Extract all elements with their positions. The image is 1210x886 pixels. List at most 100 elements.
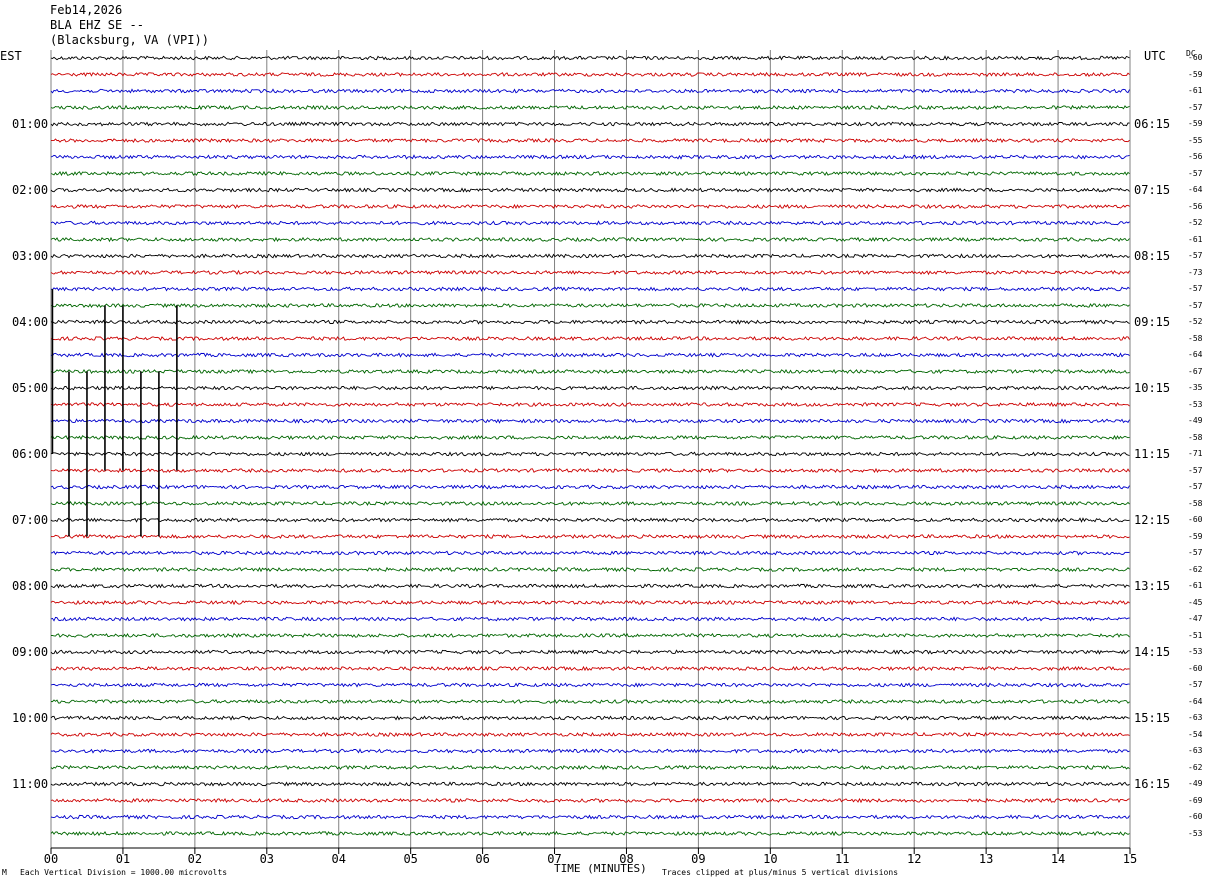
trace-45 — [50, 797, 1130, 804]
dc-offset-label: -60 — [1188, 515, 1203, 524]
dc-offset-label: -53 — [1188, 828, 1203, 838]
trace-32 — [50, 583, 1130, 589]
station-code: BLA EHZ SE -- — [50, 18, 144, 32]
trace-46 — [50, 814, 1130, 820]
dc-offset-label: -69 — [1188, 795, 1203, 805]
trace-26 — [50, 484, 1130, 490]
trace-3 — [50, 104, 1130, 111]
footer-mark: M — [2, 868, 7, 877]
trace-16 — [50, 319, 1130, 325]
left-hour-label: 08:00 — [12, 579, 49, 593]
dc-offset-label: -57 — [1188, 300, 1203, 310]
right-hour-label: 15:15 — [1134, 711, 1171, 725]
right-hour-label: 16:15 — [1134, 777, 1171, 791]
dc-offset-label: -52 — [1188, 317, 1203, 326]
x-tick-label-04: 04 — [332, 852, 346, 866]
x-tick-label-03: 03 — [260, 852, 274, 866]
dc-offset-label: -57 — [1188, 465, 1203, 475]
trace-31 — [50, 566, 1130, 573]
plot-date: Feb14,2026 — [50, 3, 123, 17]
dc-offset-label: -59 — [1188, 119, 1203, 128]
dc-offset-label: -49 — [1188, 779, 1203, 788]
x-tick-label-00: 00 — [44, 852, 58, 866]
trace-11 — [50, 236, 1130, 243]
dc-offset-label: -63 — [1188, 746, 1203, 755]
station-location: (Blacksburg, VA (VPI)) — [50, 33, 209, 47]
dc-offset-label: -53 — [1188, 399, 1203, 409]
left-hour-label: 06:00 — [12, 447, 49, 461]
x-tick-label-11: 11 — [835, 852, 849, 866]
trace-10 — [50, 220, 1130, 226]
dc-offset-label: -57 — [1188, 284, 1203, 293]
dc-offset-label: -35 — [1188, 383, 1203, 392]
right-hour-label: 11:15 — [1134, 447, 1171, 461]
right-hour-label: 09:15 — [1134, 315, 1171, 329]
trace-38 — [50, 682, 1130, 688]
trace-15 — [50, 302, 1130, 309]
trace-40 — [50, 715, 1130, 721]
trace-33 — [50, 599, 1130, 606]
trace-35 — [51, 632, 1130, 639]
left-timezone-label: EST — [0, 49, 22, 63]
dc-offset-label: -73 — [1188, 267, 1203, 277]
x-tick-label-10: 10 — [763, 852, 777, 866]
trace-25 — [50, 467, 1130, 474]
right-hour-label: 07:15 — [1134, 183, 1171, 197]
left-hour-label: 03:00 — [12, 249, 49, 263]
trace-27 — [50, 500, 1130, 507]
x-tick-label-14: 14 — [1051, 852, 1065, 866]
x-tick-label-07: 07 — [547, 852, 561, 866]
right-hour-label: 08:15 — [1134, 249, 1171, 263]
dc-header-label: DC — [1186, 49, 1196, 58]
trace-22 — [50, 418, 1130, 424]
trace-8 — [50, 187, 1130, 193]
trace-7 — [50, 170, 1130, 177]
dc-offset-label: -59 — [1188, 531, 1203, 541]
dc-offset-label: -56 — [1188, 201, 1203, 211]
left-hour-label: 10:00 — [12, 711, 49, 725]
dc-offset-label: -60 — [1188, 812, 1203, 821]
dc-offset-label: -54 — [1188, 729, 1203, 739]
left-hour-label: 05:00 — [12, 381, 49, 395]
x-tick-label-12: 12 — [907, 852, 921, 866]
trace-41 — [50, 731, 1130, 738]
dc-offset-label: -60 — [1188, 53, 1203, 62]
trace-39 — [50, 698, 1130, 705]
trace-21 — [50, 401, 1130, 408]
trace-30 — [50, 550, 1130, 556]
trace-0 — [50, 55, 1130, 61]
dc-offset-label: -56 — [1188, 152, 1203, 161]
trace-6 — [50, 154, 1130, 160]
scale-note: Each Vertical Division = 1000.00 microvo… — [20, 868, 228, 877]
trace-1 — [50, 71, 1130, 78]
right-hour-label: 06:15 — [1134, 117, 1171, 131]
dc-offset-label: -57 — [1188, 680, 1203, 689]
dc-offset-label: -55 — [1188, 135, 1203, 145]
right-hour-label: 10:15 — [1134, 381, 1171, 395]
x-tick-label-02: 02 — [188, 852, 202, 866]
x-tick-label-15: 15 — [1123, 852, 1137, 866]
left-hour-label: 02:00 — [12, 183, 49, 197]
x-tick-label-01: 01 — [116, 852, 130, 866]
dc-offset-label: -67 — [1188, 366, 1203, 376]
trace-44 — [50, 781, 1130, 787]
dc-offset-label: -57 — [1188, 251, 1203, 260]
left-hour-label: 09:00 — [12, 645, 49, 659]
trace-37 — [50, 665, 1130, 672]
trace-9 — [50, 203, 1130, 210]
dc-offset-label: -71 — [1188, 449, 1203, 458]
dc-offset-label: -51 — [1188, 630, 1203, 640]
trace-12 — [50, 253, 1130, 259]
trace-2 — [50, 88, 1130, 94]
trace-18 — [50, 352, 1130, 358]
trace-4 — [50, 121, 1130, 127]
dc-offset-label: -47 — [1188, 614, 1203, 623]
right-hour-label: 13:15 — [1134, 579, 1171, 593]
dc-offset-label: -57 — [1188, 548, 1203, 557]
dc-offset-label: -64 — [1188, 350, 1203, 359]
trace-24 — [50, 451, 1130, 457]
trace-17 — [50, 335, 1130, 342]
dc-offset-label: -57 — [1188, 482, 1203, 491]
trace-19 — [50, 368, 1130, 375]
